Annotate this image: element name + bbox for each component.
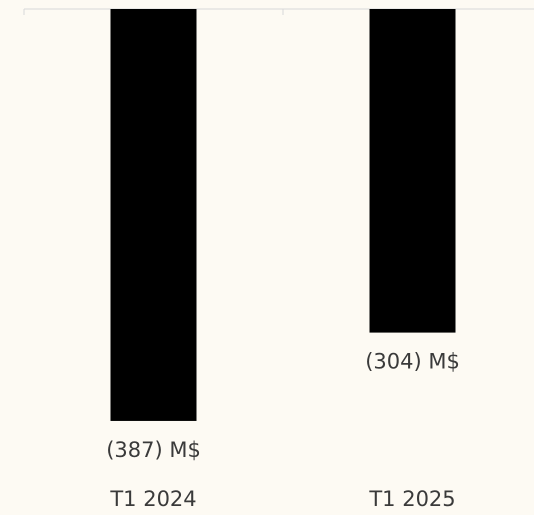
x-tick-label: T1 2024: [109, 487, 196, 511]
value-label: (304) M$: [365, 350, 460, 374]
bar: [110, 9, 197, 421]
x-tick-label: T1 2025: [368, 487, 455, 511]
bar: [369, 9, 456, 333]
value-label: (387) M$: [106, 438, 201, 462]
